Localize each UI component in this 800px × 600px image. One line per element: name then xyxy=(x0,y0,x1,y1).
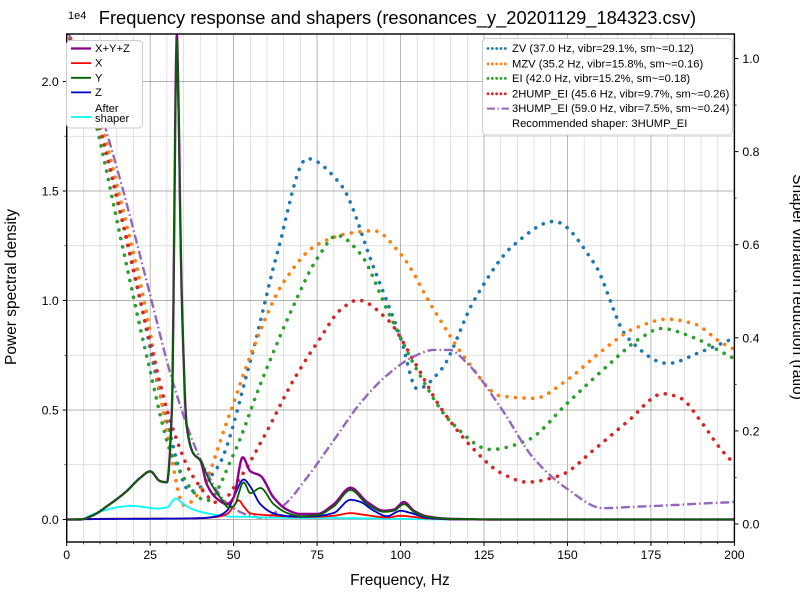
svg-text:200: 200 xyxy=(724,548,745,562)
svg-text:175: 175 xyxy=(641,548,662,562)
svg-text:0: 0 xyxy=(63,548,70,562)
svg-text:MZV (35.2 Hz, vibr=15.8%, sm~=: MZV (35.2 Hz, vibr=15.8%, sm~=0.16) xyxy=(512,58,703,70)
svg-text:0.5: 0.5 xyxy=(42,404,59,418)
svg-text:X: X xyxy=(95,58,103,70)
svg-text:0.4: 0.4 xyxy=(742,331,759,345)
svg-text:0.2: 0.2 xyxy=(742,424,759,438)
svg-text:X+Y+Z: X+Y+Z xyxy=(95,43,130,55)
svg-text:Frequency, Hz: Frequency, Hz xyxy=(350,572,450,589)
svg-text:ZV (37.0 Hz, vibr=29.1%, sm~=0: ZV (37.0 Hz, vibr=29.1%, sm~=0.12) xyxy=(512,43,694,55)
svg-text:1.0: 1.0 xyxy=(742,52,759,66)
svg-text:1.5: 1.5 xyxy=(42,185,59,199)
svg-text:0.0: 0.0 xyxy=(742,518,759,532)
svg-text:0.0: 0.0 xyxy=(42,513,59,527)
svg-text:Y: Y xyxy=(95,72,103,84)
svg-text:2.0: 2.0 xyxy=(42,75,59,89)
svg-text:Shaper vibration reduction (ra: Shaper vibration reduction (ratio) xyxy=(789,174,800,400)
svg-text:1e4: 1e4 xyxy=(68,10,86,22)
svg-text:50: 50 xyxy=(227,548,241,562)
svg-text:125: 125 xyxy=(474,548,495,562)
svg-text:Frequency response and shapers: Frequency response and shapers (resonanc… xyxy=(99,7,696,29)
svg-text:Power spectral density: Power spectral density xyxy=(3,209,20,365)
svg-text:100: 100 xyxy=(390,548,411,562)
svg-text:75: 75 xyxy=(310,548,324,562)
svg-text:0.8: 0.8 xyxy=(742,145,759,159)
svg-text:shaper: shaper xyxy=(95,113,129,125)
svg-text:1.0: 1.0 xyxy=(42,294,59,308)
svg-text:25: 25 xyxy=(143,548,157,562)
svg-text:0.6: 0.6 xyxy=(742,238,759,252)
svg-text:EI (42.0 Hz, vibr=15.2%, sm~=0: EI (42.0 Hz, vibr=15.2%, sm~=0.18) xyxy=(512,73,690,85)
svg-text:2HUMP_EI (45.6 Hz, vibr=9.7%,: 2HUMP_EI (45.6 Hz, vibr=9.7%, sm~=0.26) xyxy=(512,88,730,100)
svg-text:Z: Z xyxy=(95,87,102,99)
svg-text:Recommended shaper: 3HUMP_EI: Recommended shaper: 3HUMP_EI xyxy=(512,118,687,130)
svg-text:3HUMP_EI (59.0 Hz, vibr=7.5%,: 3HUMP_EI (59.0 Hz, vibr=7.5%, sm~=0.24) xyxy=(512,103,730,115)
svg-text:150: 150 xyxy=(557,548,578,562)
